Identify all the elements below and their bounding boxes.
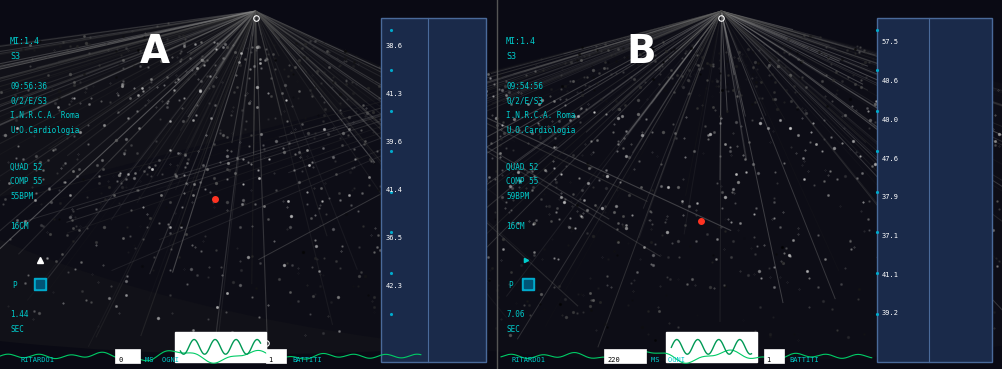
- Text: SEC: SEC: [10, 325, 24, 334]
- Text: P: P: [12, 281, 17, 290]
- Text: 09:54:56: 09:54:56: [506, 82, 543, 90]
- Text: 220: 220: [607, 356, 620, 363]
- Text: BATTITI: BATTITI: [293, 356, 323, 363]
- Text: 59BPM: 59BPM: [506, 192, 529, 201]
- Text: SEC: SEC: [506, 325, 520, 334]
- Text: 55BPM: 55BPM: [10, 192, 33, 201]
- Text: COMP 55: COMP 55: [10, 177, 42, 186]
- Bar: [175, 332, 266, 362]
- Text: 42.3: 42.3: [386, 283, 403, 289]
- Text: 7.06: 7.06: [506, 310, 524, 319]
- Text: 47.6: 47.6: [882, 155, 899, 162]
- Text: 57.5: 57.5: [882, 39, 899, 45]
- Bar: [604, 349, 646, 363]
- Text: 39.2: 39.2: [882, 310, 899, 317]
- Text: COMP 55: COMP 55: [506, 177, 538, 186]
- Text: 09:56:36: 09:56:36: [10, 82, 47, 90]
- Text: 41.4: 41.4: [386, 187, 403, 193]
- Text: S3: S3: [506, 52, 516, 61]
- Text: A: A: [140, 33, 170, 71]
- Text: 37.9: 37.9: [882, 194, 899, 200]
- Bar: [764, 349, 784, 363]
- Text: 41.1: 41.1: [882, 272, 899, 278]
- Text: 0: 0: [118, 356, 122, 363]
- Text: 36.5: 36.5: [386, 235, 403, 241]
- Text: MI:1.4: MI:1.4: [506, 37, 536, 46]
- Text: U.O.Cardiologia: U.O.Cardiologia: [506, 126, 575, 135]
- Text: RITARDO1: RITARDO1: [20, 356, 54, 363]
- Text: MS  OGNI: MS OGNI: [651, 356, 685, 363]
- Text: 0/2/E/S3: 0/2/E/S3: [10, 96, 47, 105]
- Text: 1: 1: [269, 356, 273, 363]
- Text: 38.6: 38.6: [386, 43, 403, 49]
- Text: 0/2/E/S3: 0/2/E/S3: [506, 96, 543, 105]
- Text: BATTITI: BATTITI: [790, 356, 820, 363]
- Bar: [381, 18, 486, 362]
- Text: QUAD 52: QUAD 52: [506, 163, 538, 172]
- Text: 16CM: 16CM: [10, 222, 28, 231]
- Text: U.O.Cardiologia: U.O.Cardiologia: [10, 126, 79, 135]
- Text: I.N.R.C.A. Roma: I.N.R.C.A. Roma: [506, 111, 575, 120]
- Text: MI:1.4: MI:1.4: [10, 37, 40, 46]
- Bar: [266, 349, 286, 363]
- Bar: [666, 332, 757, 362]
- Text: QUAD 52: QUAD 52: [10, 163, 42, 172]
- Text: 40.6: 40.6: [882, 78, 899, 84]
- Text: 41.3: 41.3: [386, 91, 403, 97]
- Text: S3: S3: [10, 52, 20, 61]
- Text: 1.44: 1.44: [10, 310, 28, 319]
- Bar: [115, 349, 140, 363]
- Text: 39.6: 39.6: [386, 139, 403, 145]
- Text: 37.1: 37.1: [882, 233, 899, 239]
- Bar: [877, 18, 992, 362]
- Wedge shape: [0, 11, 1002, 362]
- Text: RITARDO1: RITARDO1: [511, 356, 545, 363]
- Text: 16CM: 16CM: [506, 222, 524, 231]
- Text: MS  OGNI: MS OGNI: [145, 356, 179, 363]
- Text: 40.0: 40.0: [882, 117, 899, 123]
- Wedge shape: [0, 11, 855, 354]
- Text: B: B: [626, 33, 656, 71]
- Text: P: P: [508, 281, 513, 290]
- Text: 1: 1: [767, 356, 771, 363]
- Text: I.N.R.C.A. Roma: I.N.R.C.A. Roma: [10, 111, 79, 120]
